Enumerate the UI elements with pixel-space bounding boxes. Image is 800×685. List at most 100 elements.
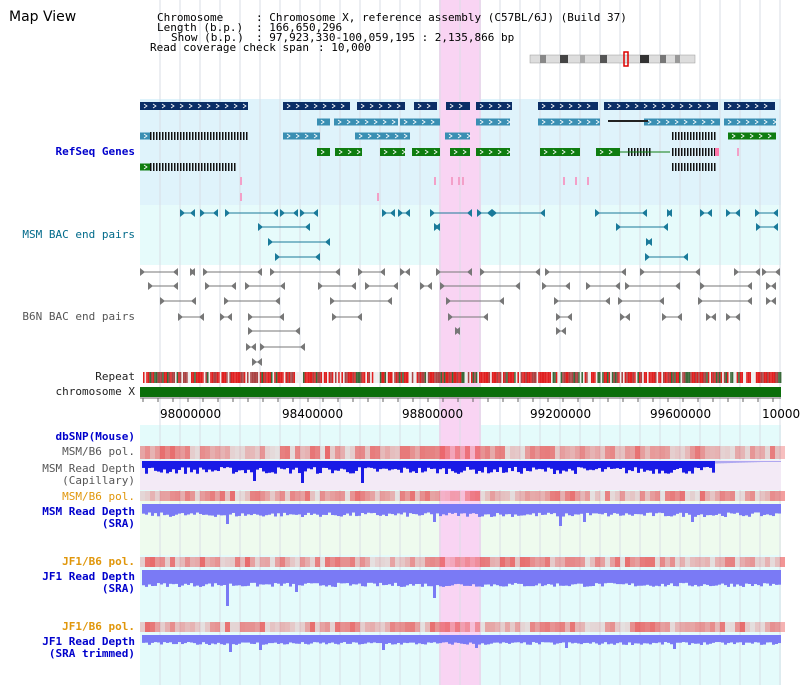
gene-fragment[interactable] xyxy=(575,177,577,185)
gene-exon-stripe[interactable] xyxy=(168,132,170,140)
gene-exon[interactable] xyxy=(355,132,410,140)
gene-strand-arrow[interactable] xyxy=(337,119,342,125)
gene-strand-arrow[interactable] xyxy=(543,149,548,155)
gene-exon-stripe[interactable] xyxy=(153,163,155,171)
gene-strand-arrow[interactable] xyxy=(706,103,711,109)
gene-strand-arrow[interactable] xyxy=(143,103,148,109)
gene-strand-arrow[interactable] xyxy=(586,119,591,125)
track-label-msm-bac[interactable]: MSM BAC end pairs xyxy=(22,228,135,241)
gene-fragment[interactable] xyxy=(587,177,589,185)
gene-strand-arrow[interactable] xyxy=(417,103,422,109)
gene-strand-arrow[interactable] xyxy=(754,119,759,125)
gene-strand-arrow[interactable] xyxy=(215,103,220,109)
gene-exon-stripe[interactable] xyxy=(177,163,179,171)
gene-exon-stripe[interactable] xyxy=(681,132,683,140)
gene-strand-arrow[interactable] xyxy=(385,133,390,139)
gene-exon-stripe[interactable] xyxy=(195,163,197,171)
gene-strand-arrow[interactable] xyxy=(378,103,383,109)
gene-strand-arrow[interactable] xyxy=(462,149,467,155)
gene-strand-arrow[interactable] xyxy=(679,103,684,109)
gene-strand-arrow[interactable] xyxy=(457,133,462,139)
gene-strand-arrow[interactable] xyxy=(347,149,352,155)
gene-exon-stripe[interactable] xyxy=(198,163,200,171)
gene-exon-stripe[interactable] xyxy=(690,132,692,140)
gene-exon-stripe[interactable] xyxy=(702,132,704,140)
gene-exon-stripe[interactable] xyxy=(678,132,680,140)
gene-strand-arrow[interactable] xyxy=(430,119,435,125)
gene-exon-stripe[interactable] xyxy=(150,163,152,171)
gene-fragment[interactable] xyxy=(434,177,436,185)
gene-exon-stripe[interactable] xyxy=(180,163,182,171)
gene-strand-arrow[interactable] xyxy=(568,103,573,109)
gene-intron[interactable] xyxy=(608,120,648,122)
gene-strand-arrow[interactable] xyxy=(340,103,345,109)
gene-strand-arrow[interactable] xyxy=(394,133,399,139)
gene-exon-stripe[interactable] xyxy=(678,148,680,156)
gene-exon-stripe[interactable] xyxy=(207,132,209,140)
gene-strand-arrow[interactable] xyxy=(295,133,300,139)
gene-strand-arrow[interactable] xyxy=(206,103,211,109)
gene-strand-arrow[interactable] xyxy=(331,103,336,109)
gene-strand-arrow[interactable] xyxy=(506,119,511,125)
gene-exon-stripe[interactable] xyxy=(711,148,713,156)
gene-strand-arrow[interactable] xyxy=(763,119,768,125)
gene-exon[interactable] xyxy=(604,102,718,110)
gene-exon-stripe[interactable] xyxy=(690,148,692,156)
gene-exon-stripe[interactable] xyxy=(696,163,698,171)
gene-exon-stripe[interactable] xyxy=(222,163,224,171)
gene-strand-arrow[interactable] xyxy=(625,103,630,109)
gene-exon-stripe[interactable] xyxy=(213,163,215,171)
gene-exon-stripe[interactable] xyxy=(708,163,710,171)
gene-strand-arrow[interactable] xyxy=(338,149,343,155)
track-label-b6n-bac[interactable]: B6N BAC end pairs xyxy=(22,310,135,323)
gene-fragment[interactable] xyxy=(377,193,379,201)
gene-strand-arrow[interactable] xyxy=(224,103,229,109)
gene-strand-arrow[interactable] xyxy=(607,103,612,109)
gene-exon-stripe[interactable] xyxy=(183,132,185,140)
gene-exon-stripe[interactable] xyxy=(690,163,692,171)
gene-strand-arrow[interactable] xyxy=(710,119,715,125)
gene-exon-stripe[interactable] xyxy=(675,163,677,171)
track-label-jf1-depth-trimmed[interactable]: JF1 Read Depth xyxy=(42,635,135,648)
gene-exon-stripe[interactable] xyxy=(240,132,242,140)
gene-strand-arrow[interactable] xyxy=(661,103,666,109)
gene-fragment[interactable] xyxy=(451,177,453,185)
gene-strand-arrow[interactable] xyxy=(497,119,502,125)
gene-strand-arrow[interactable] xyxy=(320,119,325,125)
gene-strand-arrow[interactable] xyxy=(382,119,387,125)
gene-strand-arrow[interactable] xyxy=(559,119,564,125)
gene-strand-arrow[interactable] xyxy=(727,119,732,125)
gene-strand-arrow[interactable] xyxy=(152,103,157,109)
gene-strand-arrow[interactable] xyxy=(233,103,238,109)
gene-strand-arrow[interactable] xyxy=(466,133,471,139)
track-label-chromosome[interactable]: chromosome X xyxy=(55,385,135,398)
gene-strand-arrow[interactable] xyxy=(541,119,546,125)
gene-strand-arrow[interactable] xyxy=(392,149,397,155)
gene-fragment[interactable] xyxy=(563,177,565,185)
gene-strand-arrow[interactable] xyxy=(161,103,166,109)
gene-exon-stripe[interactable] xyxy=(702,163,704,171)
gene-exon-stripe[interactable] xyxy=(714,163,716,171)
track-label-msm-b6-pol-2[interactable]: MSM/B6 pol. xyxy=(62,490,135,503)
gene-strand-arrow[interactable] xyxy=(170,103,175,109)
gene-strand-arrow[interactable] xyxy=(396,103,401,109)
gene-strand-arrow[interactable] xyxy=(736,103,741,109)
gene-exon[interactable] xyxy=(644,118,720,126)
gene-strand-arrow[interactable] xyxy=(403,119,408,125)
gene-exon-stripe[interactable] xyxy=(693,148,695,156)
gene-exon-stripe[interactable] xyxy=(177,132,179,140)
gene-strand-arrow[interactable] xyxy=(479,103,484,109)
gene-exon-stripe[interactable] xyxy=(150,132,152,140)
gene-strand-arrow[interactable] xyxy=(322,103,327,109)
gene-strand-arrow[interactable] xyxy=(701,119,706,125)
gene-strand-arrow[interactable] xyxy=(401,149,406,155)
gene-strand-arrow[interactable] xyxy=(143,164,148,170)
gene-strand-arrow[interactable] xyxy=(286,133,291,139)
track-label-msm-depth-sra[interactable]: MSM Read Depth xyxy=(42,505,135,518)
gene-exon[interactable] xyxy=(334,118,398,126)
gene-strand-arrow[interactable] xyxy=(568,119,573,125)
gene-strand-arrow[interactable] xyxy=(599,149,604,155)
gene-strand-arrow[interactable] xyxy=(570,149,575,155)
gene-exon-stripe[interactable] xyxy=(204,163,206,171)
gene-strand-arrow[interactable] xyxy=(188,103,193,109)
